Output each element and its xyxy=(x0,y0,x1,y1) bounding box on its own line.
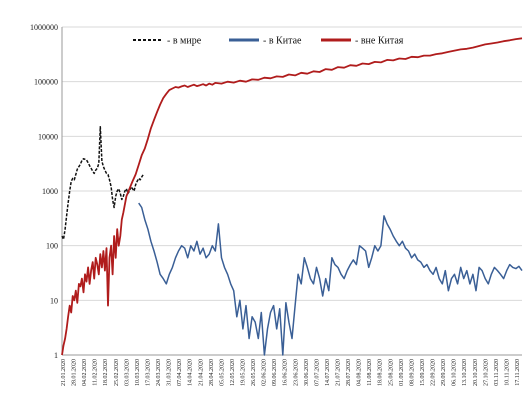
x-tick-label: 25.02.2020 xyxy=(114,359,120,386)
x-tick-label: 13.10.2020 xyxy=(462,359,468,386)
y-tick-label: 1000000 xyxy=(30,23,58,32)
x-tick-label: 06.10.2020 xyxy=(452,359,458,386)
x-tick-label: 21.01.2020 xyxy=(61,359,67,386)
series-line-1 xyxy=(138,202,523,356)
x-tick-label: 19.05.2020 xyxy=(240,359,246,386)
y-tick-labels: 1 10 100 1000 10000 100000 1000000 xyxy=(30,23,58,360)
series-line-2 xyxy=(61,37,523,356)
x-tick-label: 15.09.2020 xyxy=(420,359,426,386)
x-tick-label: 07.04.2020 xyxy=(177,359,183,386)
x-tick-label: 31.03.2020 xyxy=(167,359,173,386)
x-tick-label: 07.07.2020 xyxy=(314,359,320,386)
x-tick-label: 18.08.2020 xyxy=(378,359,384,386)
x-tick-label: 05.05.2020 xyxy=(219,359,225,386)
x-tick-label: 14.04.2020 xyxy=(188,359,194,386)
x-tick-label: 21.04.2020 xyxy=(198,359,204,386)
x-tick-label: 28.07.2020 xyxy=(346,359,352,386)
x-tick-label: 20.10.2020 xyxy=(473,359,479,386)
x-tick-label: 01.09.2020 xyxy=(399,359,405,386)
x-tick-label: 22.09.2020 xyxy=(431,359,437,386)
x-tick-label: 29.09.2020 xyxy=(441,359,447,386)
y-tick-label: 100 xyxy=(46,242,58,251)
x-tick-label: 27.10.2020 xyxy=(483,359,489,386)
x-tick-label: 09.06.2020 xyxy=(272,359,278,386)
x-tick-label: 03.11.2020 xyxy=(494,359,500,386)
x-tick-label: 04.08.2020 xyxy=(357,359,363,386)
legend-label-0: - в мире xyxy=(167,36,202,47)
x-tick-label: 12.05.2020 xyxy=(230,359,236,386)
x-tick-labels: 21.01.2020 28.01.2020 04.02.2020 11.02.2020… xyxy=(61,359,521,386)
x-tick-label: 28.01.2020 xyxy=(72,359,78,386)
x-tick-label: 11.08.2020 xyxy=(367,359,373,386)
x-tick-label: 08.09.2020 xyxy=(409,359,415,386)
x-tick-label: 10.03.2020 xyxy=(135,359,141,386)
y-tick-label: 100000 xyxy=(34,78,58,87)
x-tick-label: 14.07.2020 xyxy=(325,359,331,386)
x-tick-label: 03.03.2020 xyxy=(124,359,130,386)
legend-label-2: - вне Китая xyxy=(355,36,404,47)
x-tick-label: 02.06.2020 xyxy=(262,359,268,386)
legend: - в мире - в Китае - вне Китая xyxy=(133,36,404,47)
x-tick-label: 28.04.2020 xyxy=(209,359,215,386)
x-tick-label: 18.02.2020 xyxy=(103,359,109,386)
legend-label-1: - в Китае xyxy=(263,36,302,47)
y-tick-label: 1000 xyxy=(42,187,58,196)
x-tick-label: 24.03.2020 xyxy=(156,359,162,386)
y-tick-label: 10000 xyxy=(38,132,58,141)
x-tick-label: 11.02.2020 xyxy=(93,359,99,386)
axes xyxy=(61,27,522,356)
x-tick-label: 16.06.2020 xyxy=(283,359,289,386)
series-lines xyxy=(61,37,523,356)
x-tick-label: 17.03.2020 xyxy=(145,359,151,386)
x-tick-label: 10.11.2020 xyxy=(504,359,510,386)
y-tick-label: 10 xyxy=(50,296,58,305)
x-tick-label: 25.08.2020 xyxy=(388,359,394,386)
x-tick-label: 26.05.2020 xyxy=(251,359,257,386)
x-tick-label: 21.07.2020 xyxy=(336,359,342,386)
x-tick-label: 17.11.2020 xyxy=(515,359,521,386)
series-line-0 xyxy=(61,125,144,241)
y-tick-label: 1 xyxy=(54,351,58,360)
x-tick-label: 30.06.2020 xyxy=(304,359,310,386)
x-tick-label: 23.06.2020 xyxy=(293,359,299,386)
x-tick-label: 04.02.2020 xyxy=(82,359,88,386)
